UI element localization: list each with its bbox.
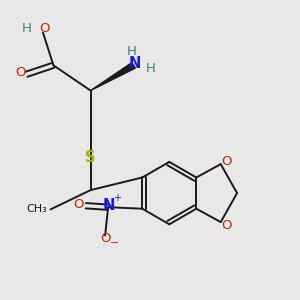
Polygon shape bbox=[91, 62, 135, 91]
Text: N: N bbox=[129, 56, 141, 71]
Text: H: H bbox=[127, 45, 137, 58]
Text: H: H bbox=[22, 22, 32, 34]
Text: +: + bbox=[113, 193, 121, 203]
Text: O: O bbox=[221, 154, 231, 168]
Text: O: O bbox=[73, 198, 84, 211]
Text: O: O bbox=[221, 218, 231, 232]
Text: O: O bbox=[100, 232, 110, 245]
Text: S: S bbox=[85, 150, 96, 165]
Text: H: H bbox=[146, 62, 156, 75]
Text: O: O bbox=[39, 22, 50, 34]
Text: −: − bbox=[110, 238, 119, 248]
Text: CH₃: CH₃ bbox=[27, 204, 47, 214]
Text: O: O bbox=[15, 66, 26, 79]
Text: N: N bbox=[103, 198, 116, 213]
